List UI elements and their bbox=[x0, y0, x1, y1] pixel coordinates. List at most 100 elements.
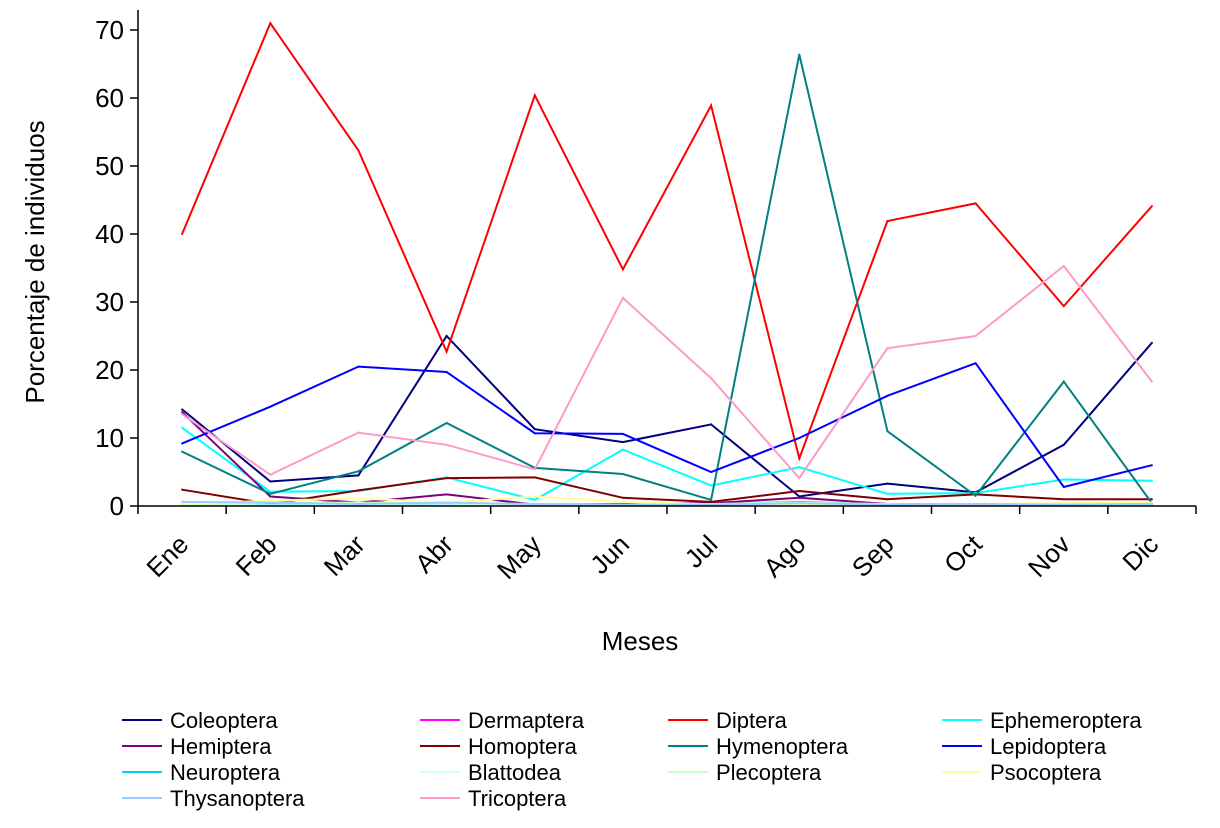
y-tick-label: 70 bbox=[95, 15, 124, 45]
x-tick-label: Oct bbox=[938, 528, 988, 578]
legend-item-coleoptera: Coleoptera bbox=[122, 708, 278, 733]
legend-label: Blattodea bbox=[468, 760, 562, 785]
data-point bbox=[798, 490, 801, 493]
data-point bbox=[1150, 205, 1153, 208]
data-point bbox=[357, 149, 360, 152]
data-point bbox=[181, 426, 184, 429]
data-point bbox=[710, 471, 713, 473]
data-point bbox=[269, 405, 272, 408]
data-point bbox=[1150, 502, 1153, 505]
data-point bbox=[710, 484, 713, 487]
series-line bbox=[182, 500, 1152, 506]
data-point bbox=[445, 422, 448, 425]
data-point bbox=[1062, 503, 1065, 506]
data-point bbox=[445, 477, 448, 480]
data-point bbox=[798, 457, 801, 460]
series-line bbox=[181, 54, 1153, 504]
data-point bbox=[181, 233, 184, 235]
data-point bbox=[533, 502, 536, 505]
data-point bbox=[181, 488, 184, 491]
data-point bbox=[1062, 443, 1065, 446]
data-point bbox=[1150, 464, 1153, 467]
data-point bbox=[269, 495, 272, 498]
data-point bbox=[181, 442, 184, 445]
legend-item-plecoptera: Plecoptera bbox=[668, 760, 822, 785]
data-point bbox=[445, 501, 448, 504]
y-tick-label: 30 bbox=[95, 287, 124, 317]
series-line bbox=[181, 21, 1153, 462]
y-tick-label: 0 bbox=[110, 491, 124, 521]
series-line bbox=[181, 334, 1153, 498]
series-line bbox=[181, 476, 1152, 506]
legend-label: Thysanoptera bbox=[170, 786, 305, 811]
data-point bbox=[886, 220, 889, 223]
legend-item-psocoptera: Psocoptera bbox=[942, 760, 1102, 785]
data-point bbox=[974, 202, 977, 205]
data-point bbox=[1150, 479, 1153, 482]
data-point bbox=[181, 411, 184, 414]
data-point bbox=[181, 413, 184, 416]
data-point bbox=[533, 476, 536, 479]
data-point bbox=[357, 431, 360, 434]
data-point bbox=[1062, 485, 1065, 488]
x-tick-label: Jul bbox=[679, 529, 724, 574]
data-point bbox=[1150, 341, 1153, 344]
y-ticks: 0 10 20 30 40 50 60 70 bbox=[95, 15, 138, 521]
data-point bbox=[357, 365, 360, 368]
legend-item-ephemeroptera: Ephemeroptera bbox=[942, 708, 1142, 733]
legend-item-homoptera: Homoptera bbox=[420, 734, 578, 759]
legend-item-dermaptera: Dermaptera bbox=[420, 708, 585, 733]
data-point bbox=[621, 432, 624, 435]
data-point bbox=[269, 22, 272, 25]
data-point bbox=[1062, 264, 1065, 267]
x-tick-label: Nov bbox=[1022, 529, 1076, 583]
data-point bbox=[357, 497, 360, 500]
data-point bbox=[269, 501, 272, 504]
legend-item-hemiptera: Hemiptera bbox=[122, 734, 272, 759]
legend-label: Tricoptera bbox=[468, 786, 567, 811]
legend-label: Homoptera bbox=[468, 734, 578, 759]
legend-label: Neuroptera bbox=[170, 760, 281, 785]
x-tick-label: Mar bbox=[318, 529, 371, 582]
legend-label: Lepidoptera bbox=[990, 734, 1107, 759]
y-tick-label: 40 bbox=[95, 219, 124, 249]
x-tick-label: Sep bbox=[846, 529, 900, 583]
data-point bbox=[533, 495, 536, 498]
data-point bbox=[1062, 478, 1065, 481]
data-point bbox=[886, 482, 889, 485]
data-point bbox=[533, 94, 536, 97]
data-point bbox=[621, 496, 624, 499]
x-tick-label: Dic bbox=[1116, 529, 1164, 577]
y-tick-label: 60 bbox=[95, 83, 124, 113]
data-point bbox=[533, 432, 536, 435]
legend-label: Diptera bbox=[716, 708, 788, 733]
x-ticks: Ene Feb Mar Abr May Jun Jul Ago Sep Oct Nov Dic bbox=[137, 506, 1197, 585]
data-point bbox=[798, 477, 801, 480]
data-point bbox=[357, 474, 360, 477]
data-point bbox=[974, 335, 977, 337]
data-point bbox=[621, 448, 624, 451]
data-point bbox=[533, 498, 536, 501]
data-point bbox=[886, 347, 889, 350]
x-tick-label: Abr bbox=[409, 529, 459, 579]
data-point bbox=[1062, 380, 1065, 383]
data-point bbox=[1150, 498, 1153, 501]
legend-label: Hymenoptera bbox=[716, 734, 849, 759]
data-point bbox=[886, 498, 889, 501]
data-point bbox=[798, 437, 801, 439]
legend-label: Dermaptera bbox=[468, 708, 585, 733]
data-point bbox=[445, 371, 448, 374]
data-point bbox=[181, 500, 184, 503]
data-point bbox=[445, 493, 448, 496]
data-point bbox=[533, 468, 536, 471]
data-point bbox=[269, 473, 272, 476]
data-point bbox=[886, 430, 889, 433]
data-point bbox=[181, 450, 184, 453]
data-point bbox=[798, 496, 801, 499]
series-hymenoptera bbox=[181, 53, 1153, 505]
data-point bbox=[710, 498, 713, 501]
data-point bbox=[710, 423, 713, 426]
data-point bbox=[710, 500, 713, 503]
data-point bbox=[621, 503, 624, 506]
data-point bbox=[886, 492, 889, 495]
